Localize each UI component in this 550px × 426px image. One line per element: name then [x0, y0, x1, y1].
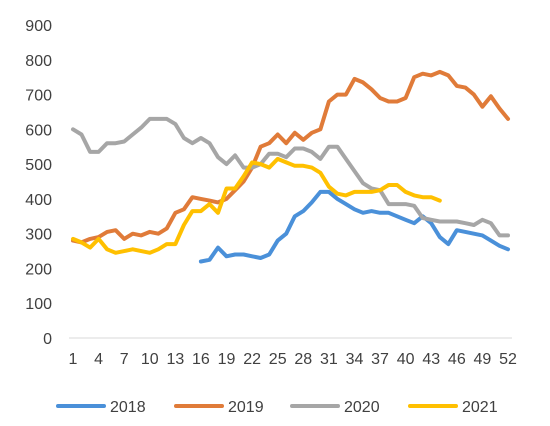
x-tick-label: 25	[269, 351, 287, 368]
y-tick-label: 100	[25, 296, 52, 313]
x-tick-label: 49	[474, 351, 492, 368]
y-tick-label: 400	[25, 192, 52, 209]
x-tick-label: 43	[422, 351, 440, 368]
x-tick-label: 28	[294, 351, 312, 368]
x-tick-label: 19	[218, 351, 236, 368]
y-axis-ticks: 0 100 200 300 400 500 600 700 800 900	[25, 18, 52, 348]
legend: 2018 2019 2020 2021	[56, 399, 498, 416]
legend-label-2020: 2020	[344, 399, 380, 416]
x-tick-label: 13	[166, 351, 184, 368]
x-tick-label: 46	[448, 351, 466, 368]
series-line-2021	[71, 156, 442, 255]
legend-label-2021: 2021	[462, 399, 498, 416]
x-tick-label: 40	[397, 351, 415, 368]
y-tick-label: 600	[25, 122, 52, 139]
x-tick-label: 10	[141, 351, 159, 368]
x-tick-label: 52	[499, 351, 517, 368]
x-tick-label: 1	[69, 351, 78, 368]
y-tick-label: 800	[25, 53, 52, 70]
series-lines	[71, 69, 510, 264]
series-line-2020	[71, 116, 510, 238]
series-line-2019	[71, 69, 510, 245]
x-tick-label: 31	[320, 351, 338, 368]
y-tick-label: 500	[25, 157, 52, 174]
y-tick-label: 200	[25, 261, 52, 278]
x-tick-label: 37	[371, 351, 389, 368]
y-tick-label: 300	[25, 227, 52, 244]
legend-label-2019: 2019	[228, 399, 264, 416]
x-tick-label: 4	[94, 351, 103, 368]
x-tick-label: 16	[192, 351, 210, 368]
legend-label-2018: 2018	[110, 399, 146, 416]
y-tick-label: 900	[25, 18, 52, 35]
y-tick-label: 0	[43, 331, 52, 348]
x-tick-label: 7	[120, 351, 129, 368]
x-tick-label: 34	[346, 351, 364, 368]
x-tick-label: 22	[243, 351, 261, 368]
x-axis-ticks: 1 4 7 10 13 16 19 22 25 28 31 34 37 40 43 46 49 52	[69, 351, 517, 368]
y-tick-label: 700	[25, 88, 52, 105]
series-line-2018	[198, 189, 510, 264]
